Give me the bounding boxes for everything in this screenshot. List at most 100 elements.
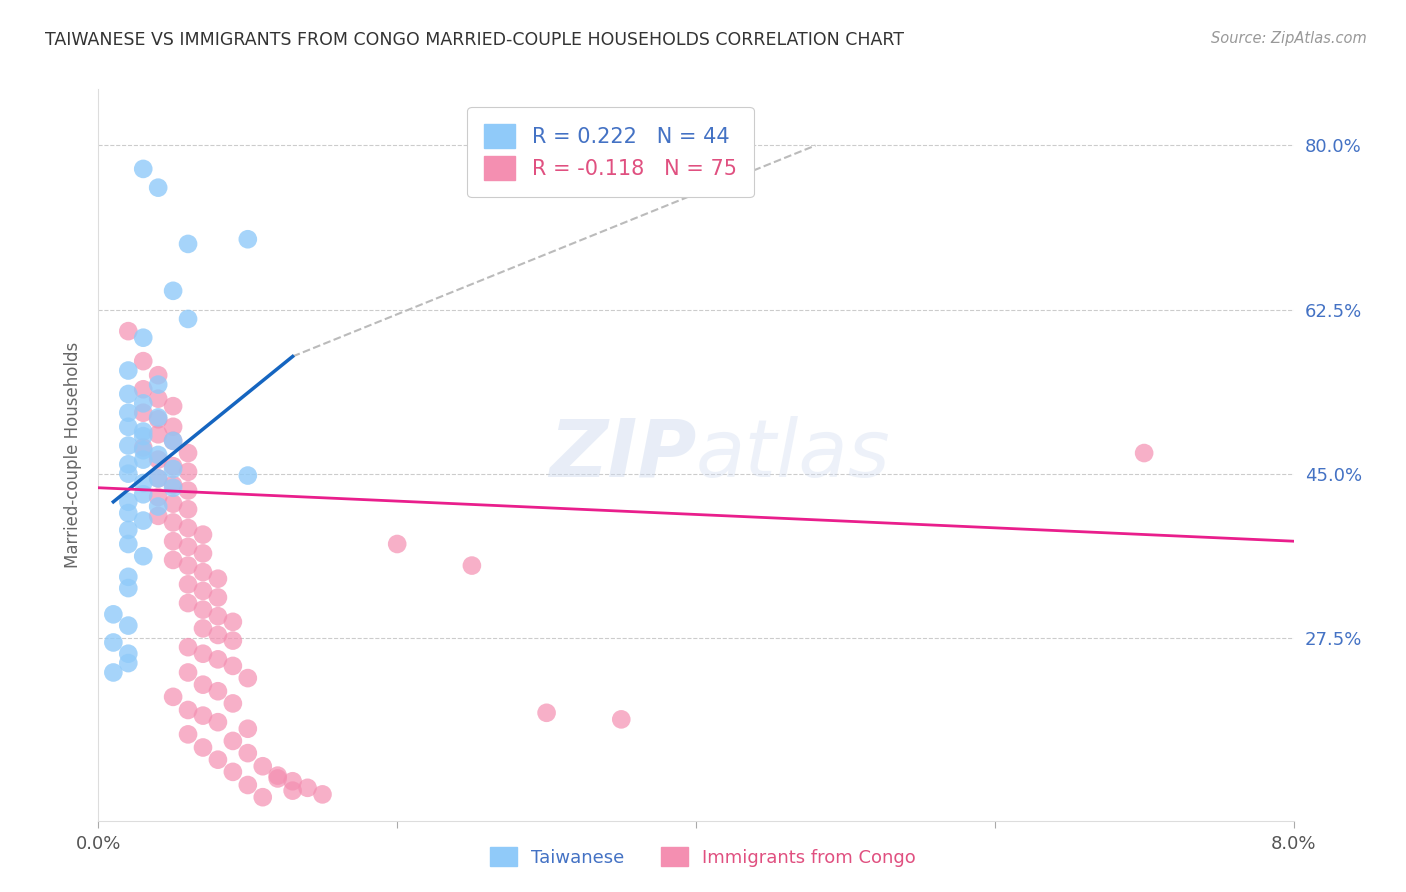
Point: [162, 399, 184, 413]
Point: [207, 628, 229, 642]
Point: [177, 521, 200, 535]
Point: [222, 697, 245, 711]
Point: [177, 640, 200, 655]
Point: [191, 602, 214, 616]
Point: [148, 452, 170, 467]
Point: [117, 647, 139, 661]
Point: [177, 502, 200, 516]
Point: [236, 232, 259, 246]
Point: [207, 572, 229, 586]
Point: [103, 607, 125, 622]
Point: [117, 495, 139, 509]
Point: [191, 565, 214, 579]
Point: [148, 368, 170, 383]
Point: [162, 534, 184, 549]
Point: [177, 540, 200, 554]
Point: [132, 396, 155, 410]
Text: Source: ZipAtlas.com: Source: ZipAtlas.com: [1211, 31, 1367, 46]
Point: [177, 312, 200, 326]
Point: [148, 471, 170, 485]
Point: [252, 759, 274, 773]
Point: [162, 690, 184, 704]
Point: [281, 783, 304, 797]
Point: [536, 706, 558, 720]
Point: [132, 354, 155, 368]
Point: [207, 715, 229, 730]
Point: [162, 553, 184, 567]
Point: [117, 458, 139, 472]
Point: [117, 570, 139, 584]
Point: [162, 434, 184, 448]
Point: [148, 471, 170, 485]
Point: [162, 459, 184, 474]
Point: [191, 621, 214, 635]
Point: [222, 615, 245, 629]
Point: [385, 537, 409, 551]
Point: [191, 647, 214, 661]
Point: [117, 419, 139, 434]
Point: [311, 788, 333, 802]
Point: [162, 478, 184, 492]
Point: [132, 452, 155, 467]
Point: [132, 441, 155, 455]
Point: [132, 331, 155, 345]
Point: [162, 497, 184, 511]
Point: [148, 490, 170, 504]
Point: [132, 443, 155, 458]
Point: [191, 527, 214, 541]
Point: [207, 753, 229, 767]
Point: [117, 467, 139, 481]
Point: [236, 722, 259, 736]
Point: [117, 387, 139, 401]
Point: [177, 703, 200, 717]
Point: [177, 577, 200, 591]
Point: [177, 465, 200, 479]
Point: [281, 774, 304, 789]
Point: [148, 500, 170, 514]
Point: [103, 665, 125, 680]
Point: [117, 506, 139, 520]
Point: [191, 740, 214, 755]
Point: [297, 780, 319, 795]
Point: [162, 481, 184, 495]
Point: [207, 652, 229, 666]
Point: [162, 284, 184, 298]
Point: [132, 429, 155, 443]
Point: [162, 516, 184, 530]
Point: [148, 508, 170, 523]
Point: [117, 438, 139, 452]
Point: [132, 476, 155, 491]
Point: [148, 427, 170, 442]
Point: [177, 236, 200, 251]
Point: [132, 514, 155, 528]
Point: [162, 419, 184, 434]
Point: [1133, 446, 1156, 460]
Point: [222, 633, 245, 648]
Point: [162, 462, 184, 476]
Point: [103, 635, 125, 649]
Point: [148, 448, 170, 462]
Point: [132, 487, 155, 501]
Point: [177, 665, 200, 680]
Point: [117, 363, 139, 377]
Point: [207, 684, 229, 698]
Point: [132, 161, 155, 176]
Point: [177, 558, 200, 573]
Point: [236, 746, 259, 760]
Point: [117, 581, 139, 595]
Point: [132, 406, 155, 420]
Point: [191, 583, 214, 598]
Point: [222, 764, 245, 779]
Point: [162, 434, 184, 448]
Point: [117, 324, 139, 338]
Point: [191, 708, 214, 723]
Point: [177, 483, 200, 498]
Point: [236, 671, 259, 685]
Point: [610, 712, 633, 726]
Point: [148, 377, 170, 392]
Point: [132, 382, 155, 396]
Point: [117, 656, 139, 670]
Point: [222, 734, 245, 748]
Point: [191, 678, 214, 692]
Point: [148, 410, 170, 425]
